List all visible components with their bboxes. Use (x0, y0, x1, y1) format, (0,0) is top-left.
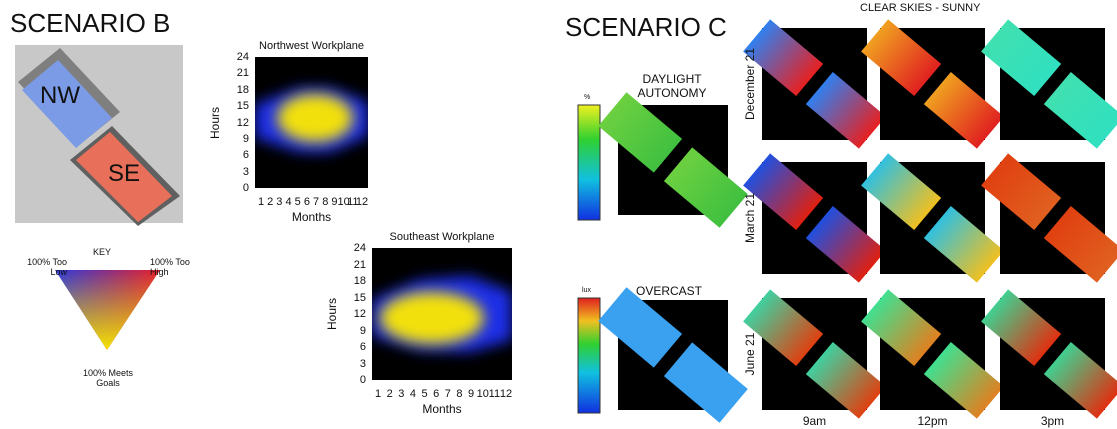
zone-label: SE (108, 160, 140, 188)
row-label: December 21 (743, 48, 757, 120)
lux-legend (578, 298, 600, 413)
key-label: 100% Meets Goals (78, 368, 138, 388)
x-tick-label: 2 (387, 388, 393, 400)
column-label: 3pm (1041, 414, 1064, 428)
x-tick-label: 7 (313, 196, 319, 208)
x-tick-label: 9 (468, 388, 474, 400)
axis-label: Hours (325, 298, 339, 330)
zone-label: NW (40, 82, 80, 110)
panel-label: OVERCAST (636, 284, 702, 298)
x-tick-label: 5 (421, 388, 427, 400)
x-tick-label: 11 (489, 388, 500, 400)
row-label: June 21 (743, 333, 757, 376)
y-tick-label: 18 (237, 84, 249, 96)
x-tick-label: 12 (356, 196, 368, 208)
y-tick-label: 6 (243, 149, 249, 161)
x-tick-label: 6 (433, 388, 439, 400)
y-tick-label: 24 (354, 242, 366, 254)
y-tick-label: 15 (237, 100, 249, 112)
y-tick-label: 6 (360, 341, 366, 353)
header: CLEAR SKIES - SUNNY (860, 2, 980, 14)
x-tick-label: 4 (285, 196, 291, 208)
y-tick-label: 12 (237, 117, 249, 129)
y-tick-label: 15 (354, 292, 366, 304)
x-tick-label: 1 (258, 196, 264, 208)
y-tick-label: 3 (243, 166, 249, 178)
x-tick-label: 1 (375, 388, 381, 400)
x-tick-label: 8 (322, 196, 328, 208)
axis-label: Months (422, 402, 461, 416)
key-label: 100% Too Low (12, 257, 67, 277)
key-title: KEY (93, 247, 111, 257)
x-tick-label: 10 (477, 388, 489, 400)
plot-title: Southeast Workplane (390, 231, 495, 243)
y-tick-label: 0 (360, 374, 366, 386)
x-tick-label: 5 (295, 196, 301, 208)
legend-unit: % (584, 94, 590, 101)
x-tick-label: 3 (398, 388, 404, 400)
y-tick-label: 9 (360, 325, 366, 337)
legend-unit: lux (582, 287, 591, 294)
figure: SCENARIO B NW SE KEY 100% Too Low 100% T… (0, 0, 1117, 429)
title: SCENARIO C (565, 12, 727, 43)
panel-label: DAYLIGHT AUTONOMY (622, 72, 722, 100)
axis-label: Months (292, 210, 331, 224)
y-tick-label: 24 (237, 51, 249, 63)
x-tick-label: 7 (445, 388, 451, 400)
y-tick-label: 21 (237, 67, 249, 79)
x-tick-label: 6 (304, 196, 310, 208)
key-triangle-yellow (55, 270, 160, 350)
x-tick-label: 3 (276, 196, 282, 208)
graphics (0, 0, 1117, 429)
x-tick-label: 2 (267, 196, 273, 208)
title: SCENARIO B (10, 8, 170, 39)
axis-label: Hours (208, 106, 222, 138)
y-tick-label: 3 (360, 358, 366, 370)
y-tick-label: 9 (243, 133, 249, 145)
column-label: 9am (803, 414, 826, 428)
y-tick-label: 21 (354, 259, 366, 271)
x-tick-label: 8 (456, 388, 462, 400)
key-label: 100% Too High (150, 257, 205, 277)
x-tick-label: 4 (410, 388, 416, 400)
row-label: March 21 (743, 193, 757, 243)
plot-title: Northwest Workplane (259, 40, 364, 52)
y-tick-label: 0 (243, 182, 249, 194)
column-label: 12pm (917, 414, 947, 428)
y-tick-label: 18 (354, 275, 366, 287)
y-tick-label: 12 (354, 308, 366, 320)
da-legend (578, 105, 600, 220)
x-tick-label: 12 (500, 388, 512, 400)
